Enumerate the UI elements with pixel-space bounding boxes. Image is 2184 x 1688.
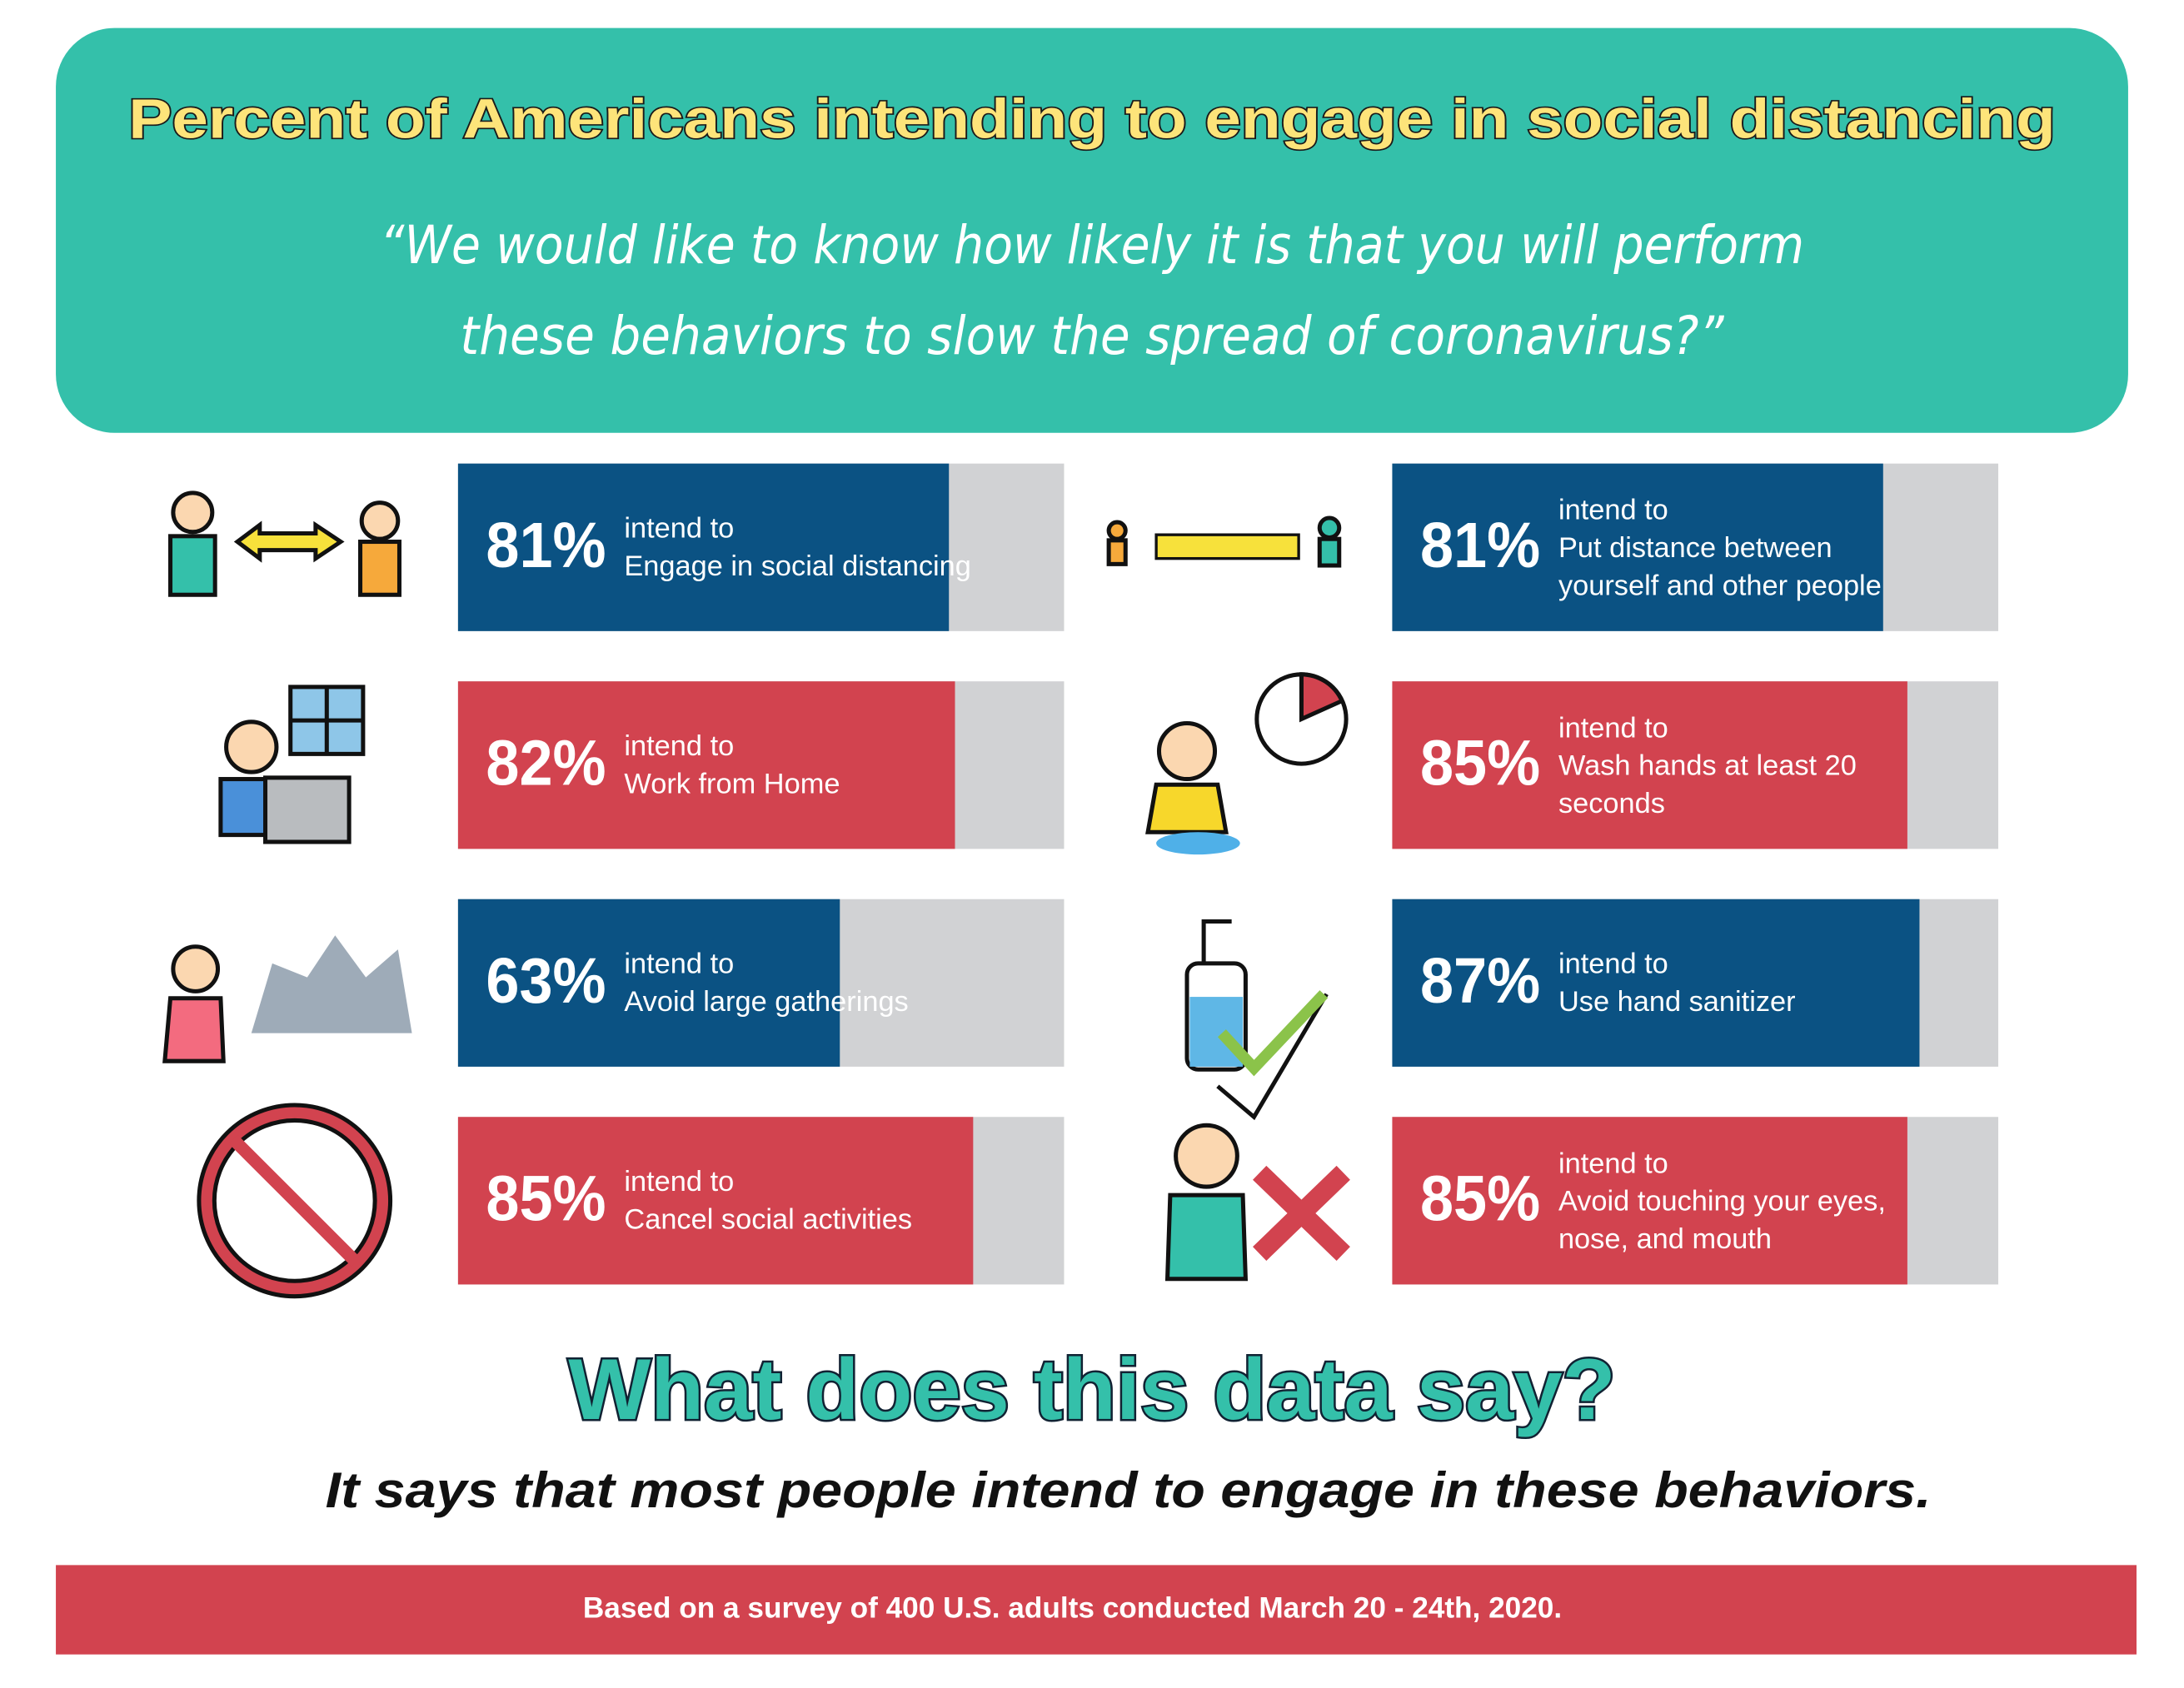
category-label: Work from Home: [624, 768, 840, 800]
value-label: 85%: [1420, 1163, 1540, 1235]
category-label: Put distance between yourself and other …: [1558, 530, 1882, 601]
bar: [457, 899, 840, 1067]
bar-text: intend to Avoid large gatherings: [624, 899, 973, 1067]
footnote: Based on a survey of 400 U.S. adults con…: [583, 1591, 1562, 1624]
bar-text: intend to Avoid touching your eyes, nose,…: [1558, 1117, 1907, 1284]
bar-text-box: intend to Avoid large gatherings: [624, 899, 973, 1067]
value-label: 85%: [486, 1163, 606, 1235]
value-label: 82%: [486, 728, 606, 799]
footer-bar: [56, 1565, 2137, 1655]
bar-text-box: intend to Cancel social activities: [624, 1117, 973, 1284]
value-label: 87%: [1420, 945, 1540, 1017]
category-label: Avoid large gatherings: [624, 985, 909, 1018]
category-label: Avoid touching your eyes, nose, and mout…: [1558, 1184, 1886, 1255]
label-prefix: intend to: [624, 948, 735, 980]
question: What does this data say?: [568, 1342, 1615, 1438]
bar-text: intend to Put distance between yourself a…: [1558, 464, 1907, 631]
bar: [1392, 1117, 1907, 1285]
bar-text-box: intend to Put distance between yourself a…: [1558, 464, 1907, 631]
bar: [457, 681, 955, 849]
bar-text: intend to Wash hands at least 20 seconds: [1558, 681, 1907, 849]
category-label: Engage in social distancing: [624, 550, 971, 583]
bar-text-box: intend to Use hand sanitizer: [1558, 899, 1907, 1067]
category-label: Use hand sanitizer: [1558, 985, 1796, 1018]
bar: [1392, 681, 1907, 849]
label-prefix: intend to: [1558, 948, 1668, 980]
bar-text-box: intend to Work from Home: [624, 681, 973, 849]
bar-text: intend to Cancel social activities: [624, 1117, 973, 1284]
label-prefix: intend to: [1558, 711, 1668, 744]
bar-text-box: intend to Avoid touching your eyes, nose,…: [1558, 1117, 1907, 1284]
value-label: 81%: [486, 510, 606, 581]
label-prefix: intend to: [624, 1165, 735, 1198]
icons: [162, 490, 1350, 1299]
category-label: Wash hands at least 20 seconds: [1558, 749, 1857, 819]
bar-text-box: intend to Wash hands at least 20 seconds: [1558, 681, 1907, 849]
value-label: 81%: [1420, 510, 1540, 581]
bar: [457, 463, 950, 631]
category-label: Cancel social activities: [624, 1203, 913, 1236]
bar: [1392, 899, 1920, 1067]
bar: [1392, 463, 1883, 631]
header-panel: [56, 27, 2128, 433]
bar-text-box: intend to Engage in social distancing: [624, 464, 973, 631]
title: Percent of Americans intending to engage…: [128, 87, 2056, 150]
bar-text: intend to Use hand sanitizer: [1558, 899, 1907, 1067]
subtitle-line: “We would like to know how likely it is …: [380, 215, 1804, 276]
label-prefix: intend to: [1558, 493, 1668, 526]
answer: It says that most people intend to engag…: [326, 1461, 1932, 1518]
label-prefix: intend to: [624, 512, 735, 545]
value-label: 63%: [486, 945, 606, 1017]
value-label: 85%: [1420, 728, 1540, 799]
label-prefix: intend to: [624, 729, 735, 763]
label-prefix: intend to: [1558, 1147, 1668, 1179]
bar: [457, 1117, 974, 1285]
subtitle-line: these behaviors to slow the spread of co…: [460, 306, 1724, 367]
bar-text: intend to Engage in social distancing: [624, 464, 973, 631]
bar-text: intend to Work from Home: [624, 681, 973, 849]
